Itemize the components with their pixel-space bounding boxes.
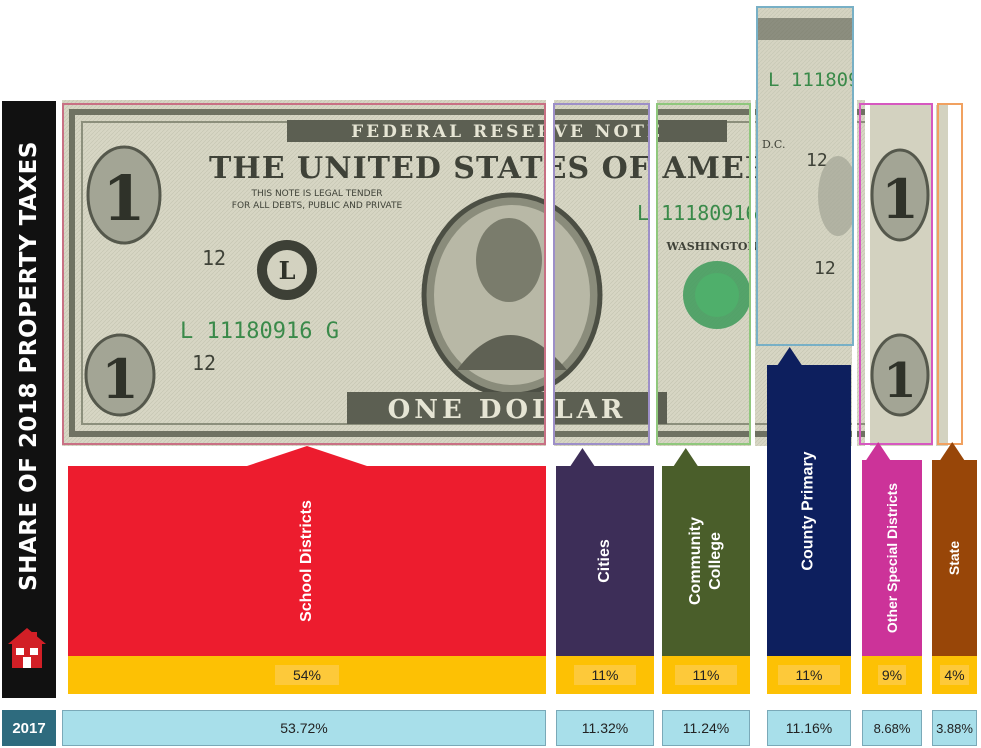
bill-segment-frame	[756, 6, 854, 346]
value-2017: 8.68%	[862, 710, 922, 746]
value-2017: 53.72%	[62, 710, 546, 746]
bill-banner-text: FEDERAL RESERVE NOTE	[351, 122, 663, 142]
bill-plate-number: 12	[202, 246, 226, 270]
bill-city-text: WASHINGTON	[666, 240, 758, 253]
bill-right-digit-bottom: 1	[883, 353, 916, 409]
county-piece-plate: 12	[806, 150, 828, 171]
bill-segment-frame	[656, 103, 751, 445]
bar-cities	[556, 448, 654, 656]
bill-segment-frame	[62, 103, 546, 445]
county-piece-plate-bottom: 12	[814, 258, 836, 279]
bill-legal-text-2: FOR ALL DEBTS, PUBLIC AND PRIVATE	[232, 201, 403, 211]
value-2017: 11.24%	[662, 710, 750, 746]
value-2017: 11.16%	[767, 710, 851, 746]
value-2017: 11.32%	[556, 710, 654, 746]
value-2018: 11%	[767, 656, 851, 694]
county-bill-piece: L 11180916 G D.C. 12 12	[756, 6, 854, 346]
bill-legal-text-1: THIS NOTE IS LEGAL TENDER	[250, 189, 382, 199]
bill-segment-frame	[553, 103, 650, 445]
category-label: School Districts	[298, 500, 315, 622]
bill-segment-frame	[937, 103, 963, 445]
county-piece-serial: L 11180916 G	[768, 69, 854, 91]
house-icon	[8, 628, 46, 668]
category-label: Other Special Districts	[884, 482, 901, 634]
county-piece-city: D.C.	[762, 138, 785, 151]
bill-serial-left: L 11180916 G	[180, 319, 339, 344]
value-2018: 11%	[556, 656, 654, 694]
value-2018: 9%	[862, 656, 922, 694]
bar-community-college	[662, 448, 750, 656]
category-label: State	[946, 540, 963, 576]
bill-seal-letter: L	[279, 256, 296, 285]
bar-state	[932, 442, 977, 656]
bill-corner-digit-top: 1	[102, 162, 145, 235]
bill-heading-text: THE UNITED STATES OF AMERICA	[209, 151, 835, 186]
bill-corner-digit-bottom: 1	[101, 347, 139, 411]
year-label-2017: 2017	[2, 710, 56, 746]
bill-segment-frame	[859, 103, 933, 445]
title-bar	[2, 101, 56, 698]
value-2018: 4%	[932, 656, 977, 694]
bill-right-digit-top: 1	[881, 167, 919, 231]
bar-county-primary	[767, 347, 851, 656]
value-2017: 3.88%	[932, 710, 977, 746]
category-label: County Primary	[800, 450, 818, 571]
bar-other-special-districts	[862, 442, 922, 656]
value-2018: 54%	[68, 656, 546, 694]
value-2018: 11%	[662, 656, 750, 694]
category-label: Community College	[687, 517, 724, 605]
bill-denomination-text: ONE DOLLAR	[388, 395, 627, 425]
bill-plate-number-bottom: 12	[192, 351, 216, 375]
bar-school-districts	[68, 446, 546, 656]
category-label: Cities	[595, 539, 613, 583]
